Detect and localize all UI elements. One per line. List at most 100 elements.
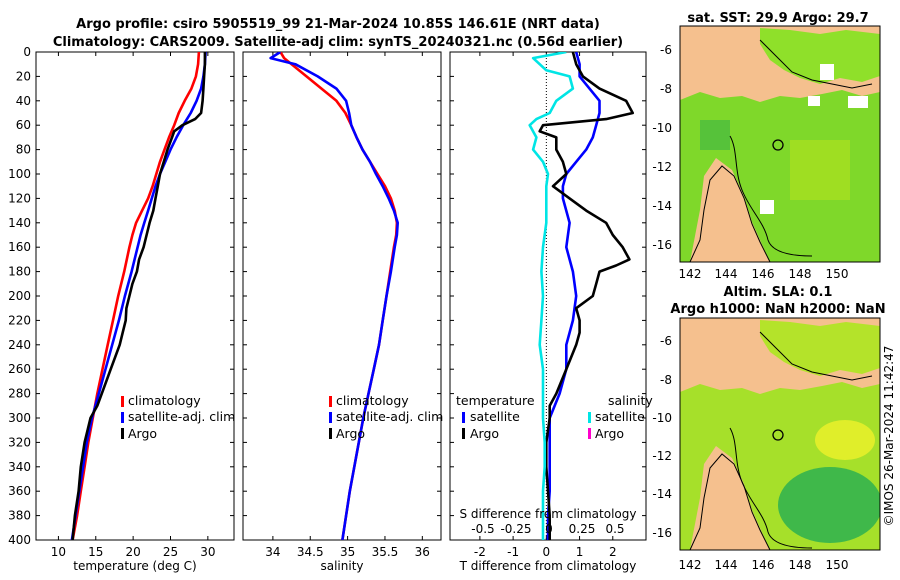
depth-tick-label: 240 <box>8 338 31 352</box>
s-tick: -0.5 <box>471 522 494 536</box>
lat-tick: -6 <box>660 43 672 57</box>
depth-tick-label: 400 <box>8 533 31 547</box>
legend-climatology-swatch <box>121 396 124 407</box>
sst-map-title: sat. SST: 29.9 Argo: 29.7 <box>687 11 868 26</box>
salinity-axes <box>242 51 442 541</box>
difference-legend: temperature satellite Argo salinity sate… <box>456 393 653 441</box>
depth-tick-label: 160 <box>8 240 31 254</box>
sla-high-anomaly <box>815 420 875 460</box>
series-line-argo <box>71 52 207 540</box>
difference-depth-ticks <box>450 51 646 541</box>
legend-s-argo-label: Argo <box>595 426 624 441</box>
lat-tick: -10 <box>652 121 672 135</box>
sla-low-anomaly <box>778 467 880 543</box>
depth-tick-label: 180 <box>8 265 31 279</box>
sst-map-field <box>680 28 880 262</box>
sst-patch <box>790 140 850 200</box>
sla-map-xticks: 142 144 146 148 150 <box>679 558 849 572</box>
legend-argo-swatch <box>121 428 124 439</box>
legend-s-satellite-swatch <box>588 412 591 423</box>
timestamp-stamp: ©IMOS 26-Mar-2024 11:42:47 <box>882 346 896 527</box>
sst-coastline <box>689 165 771 262</box>
temperature-xlabel: temperature (deg C) <box>73 559 196 573</box>
series-line-s-satellite <box>528 52 575 540</box>
depth-tick-label: 340 <box>8 460 31 474</box>
lon-tick: 144 <box>715 558 738 572</box>
sla-coastline <box>759 331 873 381</box>
sal-legend-satellite-label: satellite-adj. clim <box>336 409 443 424</box>
lat-tick: -8 <box>660 373 672 387</box>
salinity-legend: climatology satellite-adj. clim Argo <box>329 393 443 441</box>
x-tick-label: 36 <box>415 545 430 559</box>
salinity-xlabel: salinity <box>320 559 363 573</box>
series-line-t-argo <box>538 52 635 540</box>
depth-tick-label: 220 <box>8 313 31 327</box>
sla-map: Altim. SLA: 0.1 Argo h1000: NaN h2000: N… <box>652 285 885 572</box>
depth-tick-label: 20 <box>16 69 31 83</box>
series-line-satellite-adj-clim <box>70 52 207 540</box>
depth-tick-label: 60 <box>16 118 31 132</box>
sal-legend-satellite-swatch <box>329 412 332 423</box>
temperature-axes <box>35 51 235 541</box>
sla-map-title-line2: Argo h1000: NaN h2000: NaN <box>670 302 885 317</box>
temperature-panel: 0 20 40 60 80 100 120 140 160 180 200 220 240 260 280 3… <box>8 45 235 573</box>
x-tick-label: 34.5 <box>297 545 324 559</box>
depth-tick-label: 200 <box>8 289 31 303</box>
lat-tick: -14 <box>652 487 672 501</box>
t-difference-xlabel: T difference from climatology <box>459 559 637 573</box>
lat-tick: -16 <box>652 526 672 540</box>
legend-argo-label: Argo <box>128 426 157 441</box>
sla-map-field <box>680 320 880 550</box>
depth-tick-label: 300 <box>8 411 31 425</box>
lon-tick: 144 <box>715 267 738 281</box>
lat-tick: -12 <box>652 449 672 463</box>
lat-tick: -12 <box>652 160 672 174</box>
legend-t-satellite-swatch <box>462 412 465 423</box>
x-tick-label: 30 <box>200 545 215 559</box>
s-difference-label: S difference from climatology <box>460 507 637 521</box>
sla-map-title-line1: Altim. SLA: 0.1 <box>724 285 833 300</box>
sal-legend-climatology-label: climatology <box>336 393 409 408</box>
sst-map: sat. SST: 29.9 Argo: 29.7 142 144 146 14… <box>652 11 881 281</box>
sst-patch <box>700 120 730 150</box>
sst-map-yticks: -6 -8 -10 -12 -14 -16 <box>652 43 672 252</box>
legend-s-satellite-label: satellite <box>595 409 645 424</box>
figure-title-line2: Climatology: CARS2009. Satellite-adj cli… <box>53 35 623 50</box>
sla-argo-position-marker <box>772 429 784 441</box>
depth-ticks: 0 20 40 60 80 100 120 140 160 180 200 220 240 260 280 3… <box>8 45 234 547</box>
lat-tick: -10 <box>652 411 672 425</box>
depth-tick-label: 0 <box>23 45 31 59</box>
s-tick: -0.25 <box>500 522 531 536</box>
lon-tick: 146 <box>752 267 775 281</box>
x-tick-label: -1 <box>507 545 519 559</box>
sst-map-xticks: 142 144 146 148 150 <box>679 267 849 281</box>
depth-tick-label: 320 <box>8 435 31 449</box>
legend-s-argo-swatch <box>588 428 591 439</box>
x-tick-label: 35.5 <box>372 545 399 559</box>
series-line-t-satellite <box>546 52 601 540</box>
temperature-ticks: 10 15 20 25 30 <box>51 52 215 559</box>
salinity-depth-ticks <box>243 51 441 541</box>
lon-tick: 150 <box>826 558 849 572</box>
salinity-lines <box>269 52 400 540</box>
sal-legend-argo-label: Argo <box>336 426 365 441</box>
sla-coastline <box>689 453 771 550</box>
x-tick-label: 2 <box>609 545 617 559</box>
depth-tick-label: 260 <box>8 362 31 376</box>
s-tick: 0.25 <box>569 522 596 536</box>
s-difference-ticks: -0.5 -0.25 0 0.25 0.5 <box>471 522 624 536</box>
depth-tick-label: 80 <box>16 143 31 157</box>
salinity-panel: 34 34.5 35 35.5 36 salinity climatology sate… <box>242 51 443 573</box>
sla-map-yticks: -6 -8 -10 -12 -14 -16 <box>652 334 672 540</box>
lon-tick: 148 <box>789 558 812 572</box>
lon-tick: 148 <box>789 267 812 281</box>
x-tick-label: 10 <box>51 545 66 559</box>
lat-tick: -16 <box>652 238 672 252</box>
x-tick-label: 20 <box>125 545 140 559</box>
difference-panel: -2 -1 0 1 2 T difference from climatology S … <box>449 51 653 573</box>
x-tick-label: 34 <box>265 545 280 559</box>
sla-contour <box>729 427 813 549</box>
x-tick-label: 1 <box>576 545 584 559</box>
sst-cloud <box>808 96 820 106</box>
